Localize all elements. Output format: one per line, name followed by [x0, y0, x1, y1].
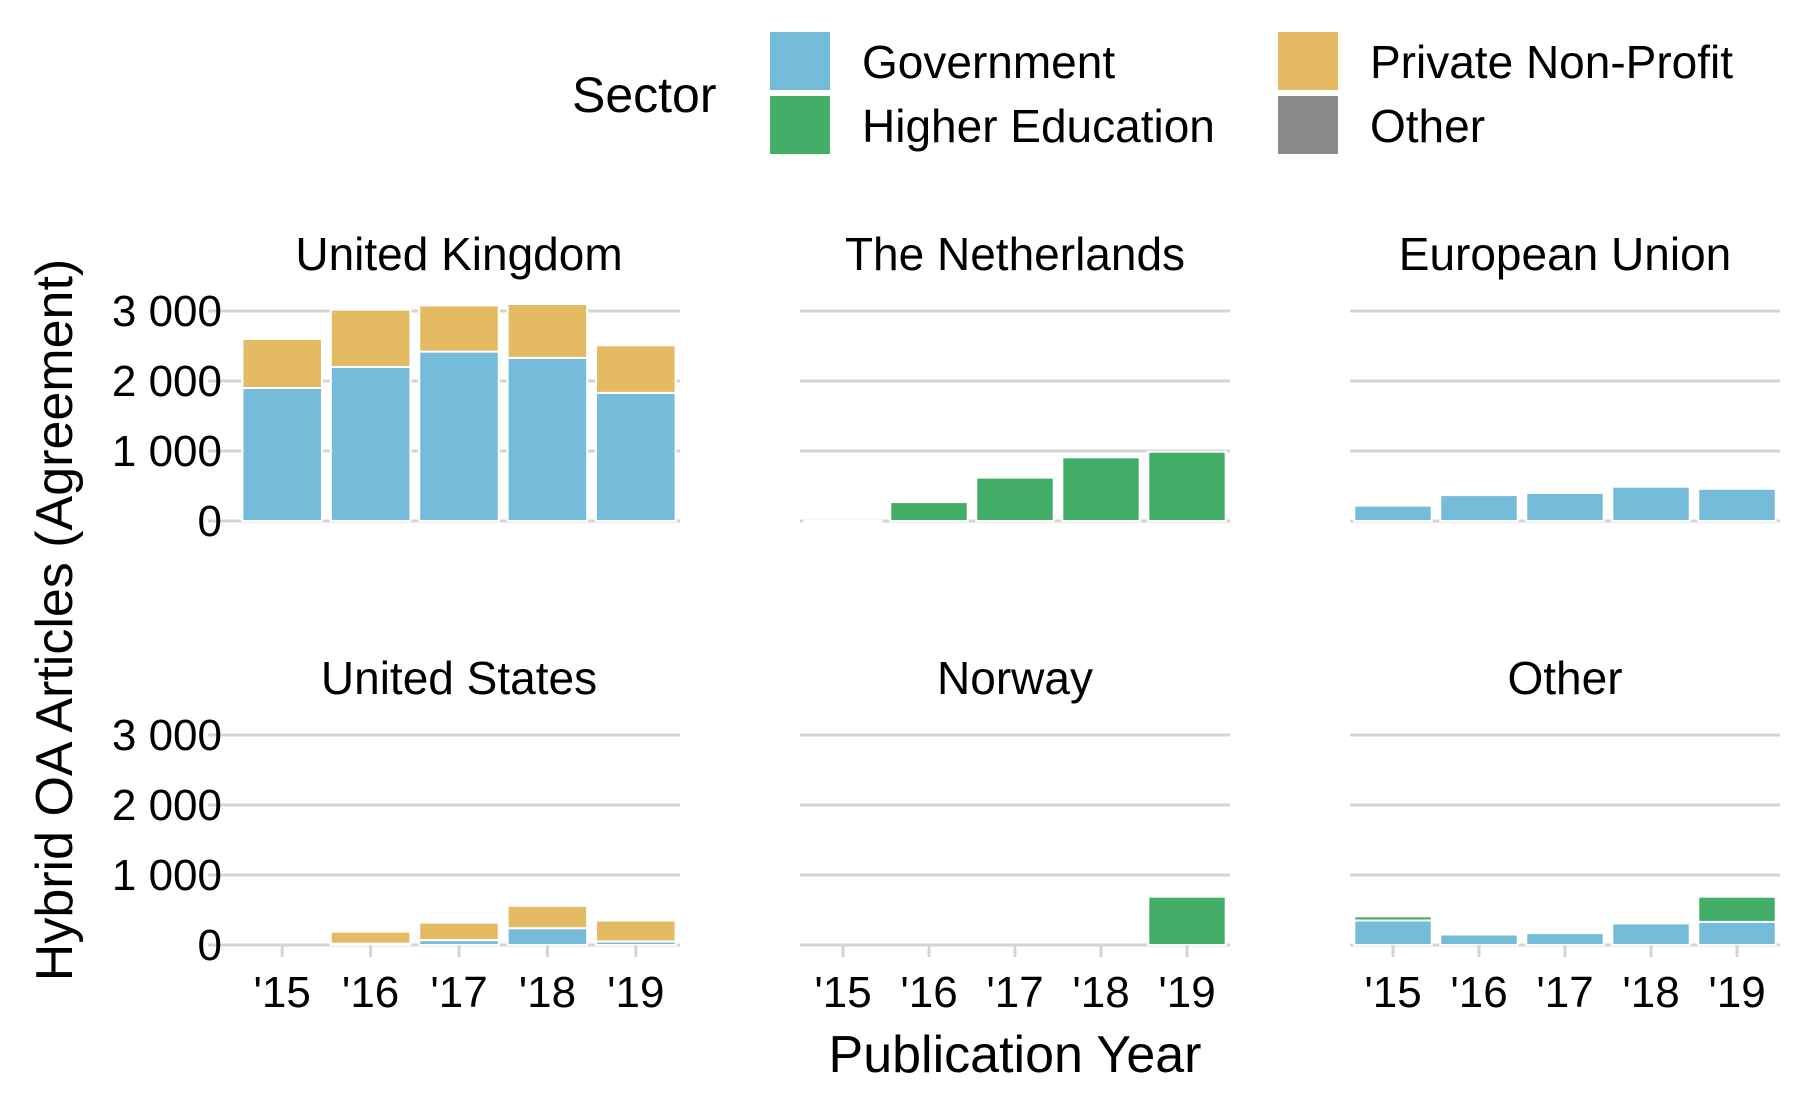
bar-government-18: [506, 927, 589, 947]
panel-title: United Kingdom: [295, 228, 622, 280]
y-tick-label: 1 000: [112, 851, 222, 900]
bar-higher-education-16: [889, 501, 969, 523]
bar-private-non-profit-19: [595, 919, 677, 943]
legend-label-higher-education: Higher Education: [862, 100, 1215, 152]
panel-united-states: United States 0 1 000 2 000 3 000 '15 '16 '17 '1…: [112, 652, 680, 1017]
bar-private-non-profit-16: [329, 308, 412, 369]
x-tick-label: '19: [1158, 968, 1215, 1017]
x-tick-label: '16: [1450, 968, 1507, 1017]
panel-title: The Netherlands: [845, 228, 1185, 280]
legend-key-higher-education: [770, 96, 830, 154]
bar-private-non-profit-19: [595, 344, 677, 394]
bar-private-non-profit-18: [506, 904, 589, 930]
bar-government-18: [1611, 485, 1691, 523]
legend: Sector Government Higher Education Private…: [572, 32, 1733, 154]
x-tick-label: '17: [986, 968, 1043, 1017]
bar-government-15: [1353, 504, 1433, 523]
bar-higher-education-18: [1061, 456, 1141, 522]
bar-higher-education-17: [975, 476, 1055, 523]
panel-title: Other: [1507, 652, 1622, 704]
y-axis-title: Hybrid OA Articles (Agreement): [26, 259, 84, 981]
bar-government-18: [506, 356, 589, 522]
bar-government-16: [1439, 494, 1519, 523]
x-tick-label: '18: [1622, 968, 1679, 1017]
panel-title: European Union: [1399, 228, 1731, 280]
bar-higher-education-19: [1697, 895, 1777, 923]
legend-label-other: Other: [1370, 100, 1485, 152]
x-tick-label: '17: [430, 968, 487, 1017]
bar-private-non-profit-16: [329, 930, 412, 945]
x-tick-label: '15: [814, 968, 871, 1017]
x-tick-label: '18: [519, 968, 576, 1017]
bar-government-19: [595, 391, 677, 522]
x-tick-label: '15: [254, 968, 311, 1017]
panel-other: Other '15 '16 '17 '18 '19: [1350, 652, 1780, 1017]
y-tick-label: 1 000: [112, 427, 222, 476]
bar-private-non-profit-15: [241, 338, 323, 389]
panel-title: Norway: [937, 652, 1093, 704]
legend-label-government: Government: [862, 36, 1115, 88]
x-tick-label: '17: [1536, 968, 1593, 1017]
bar-higher-education-19: [1147, 895, 1227, 947]
panel-norway: Norway '15 '16 '17 '18 '19: [800, 652, 1230, 1017]
bar-government-16: [329, 366, 412, 522]
y-tick-label: 3 000: [112, 287, 222, 336]
bar-government-19: [1697, 920, 1777, 947]
bar-government-15: [1353, 919, 1433, 946]
bar-private-non-profit-17: [418, 304, 500, 353]
bar-government-19: [1697, 487, 1777, 522]
bar-private-non-profit-18: [506, 303, 589, 359]
bar-government-17: [1525, 492, 1605, 522]
x-tick-label: '19: [1708, 968, 1765, 1017]
panel-the-netherlands: The Netherlands: [800, 228, 1230, 523]
panel-united-kingdom: United Kingdom 0 1 000 2 000 3 000: [112, 228, 680, 546]
bar-higher-education-15: [1353, 915, 1433, 922]
y-tick-label: 0: [198, 921, 222, 970]
legend-key-government: [770, 32, 830, 90]
bar-government-17: [418, 350, 500, 522]
x-axis-title: Publication Year: [829, 1026, 1202, 1084]
bar-government-15: [241, 387, 323, 522]
x-tick-label: '19: [607, 968, 664, 1017]
panel-european-union: European Union: [1350, 228, 1780, 523]
x-tick-label: '16: [342, 968, 399, 1017]
legend-key-private-non-profit: [1278, 32, 1338, 90]
bar-government-17: [1525, 932, 1605, 946]
bar-government-16: [1439, 933, 1519, 946]
bar-higher-education-15: [803, 519, 883, 523]
legend-title: Sector: [572, 67, 717, 123]
bar-higher-education-19: [1147, 450, 1227, 523]
bar-private-non-profit-16: [1439, 930, 1519, 935]
y-tick-label: 2 000: [112, 357, 222, 406]
y-tick-label: 3 000: [112, 711, 222, 760]
bar-private-non-profit-17: [418, 921, 500, 942]
y-tick-label: 0: [198, 497, 222, 546]
bar-private-non-profit-18: [1611, 919, 1691, 923]
legend-key-other: [1278, 96, 1338, 154]
x-tick-label: '18: [1072, 968, 1129, 1017]
panels: United Kingdom 0 1 000 2 000 3 000 The Nether…: [112, 228, 1780, 1017]
y-tick-label: 2 000: [112, 781, 222, 830]
legend-label-private-non-profit: Private Non-Profit: [1370, 36, 1733, 88]
x-tick-label: '16: [900, 968, 957, 1017]
x-tick-label: '15: [1364, 968, 1421, 1017]
bar-government-18: [1611, 922, 1691, 946]
panel-title: United States: [321, 652, 597, 704]
